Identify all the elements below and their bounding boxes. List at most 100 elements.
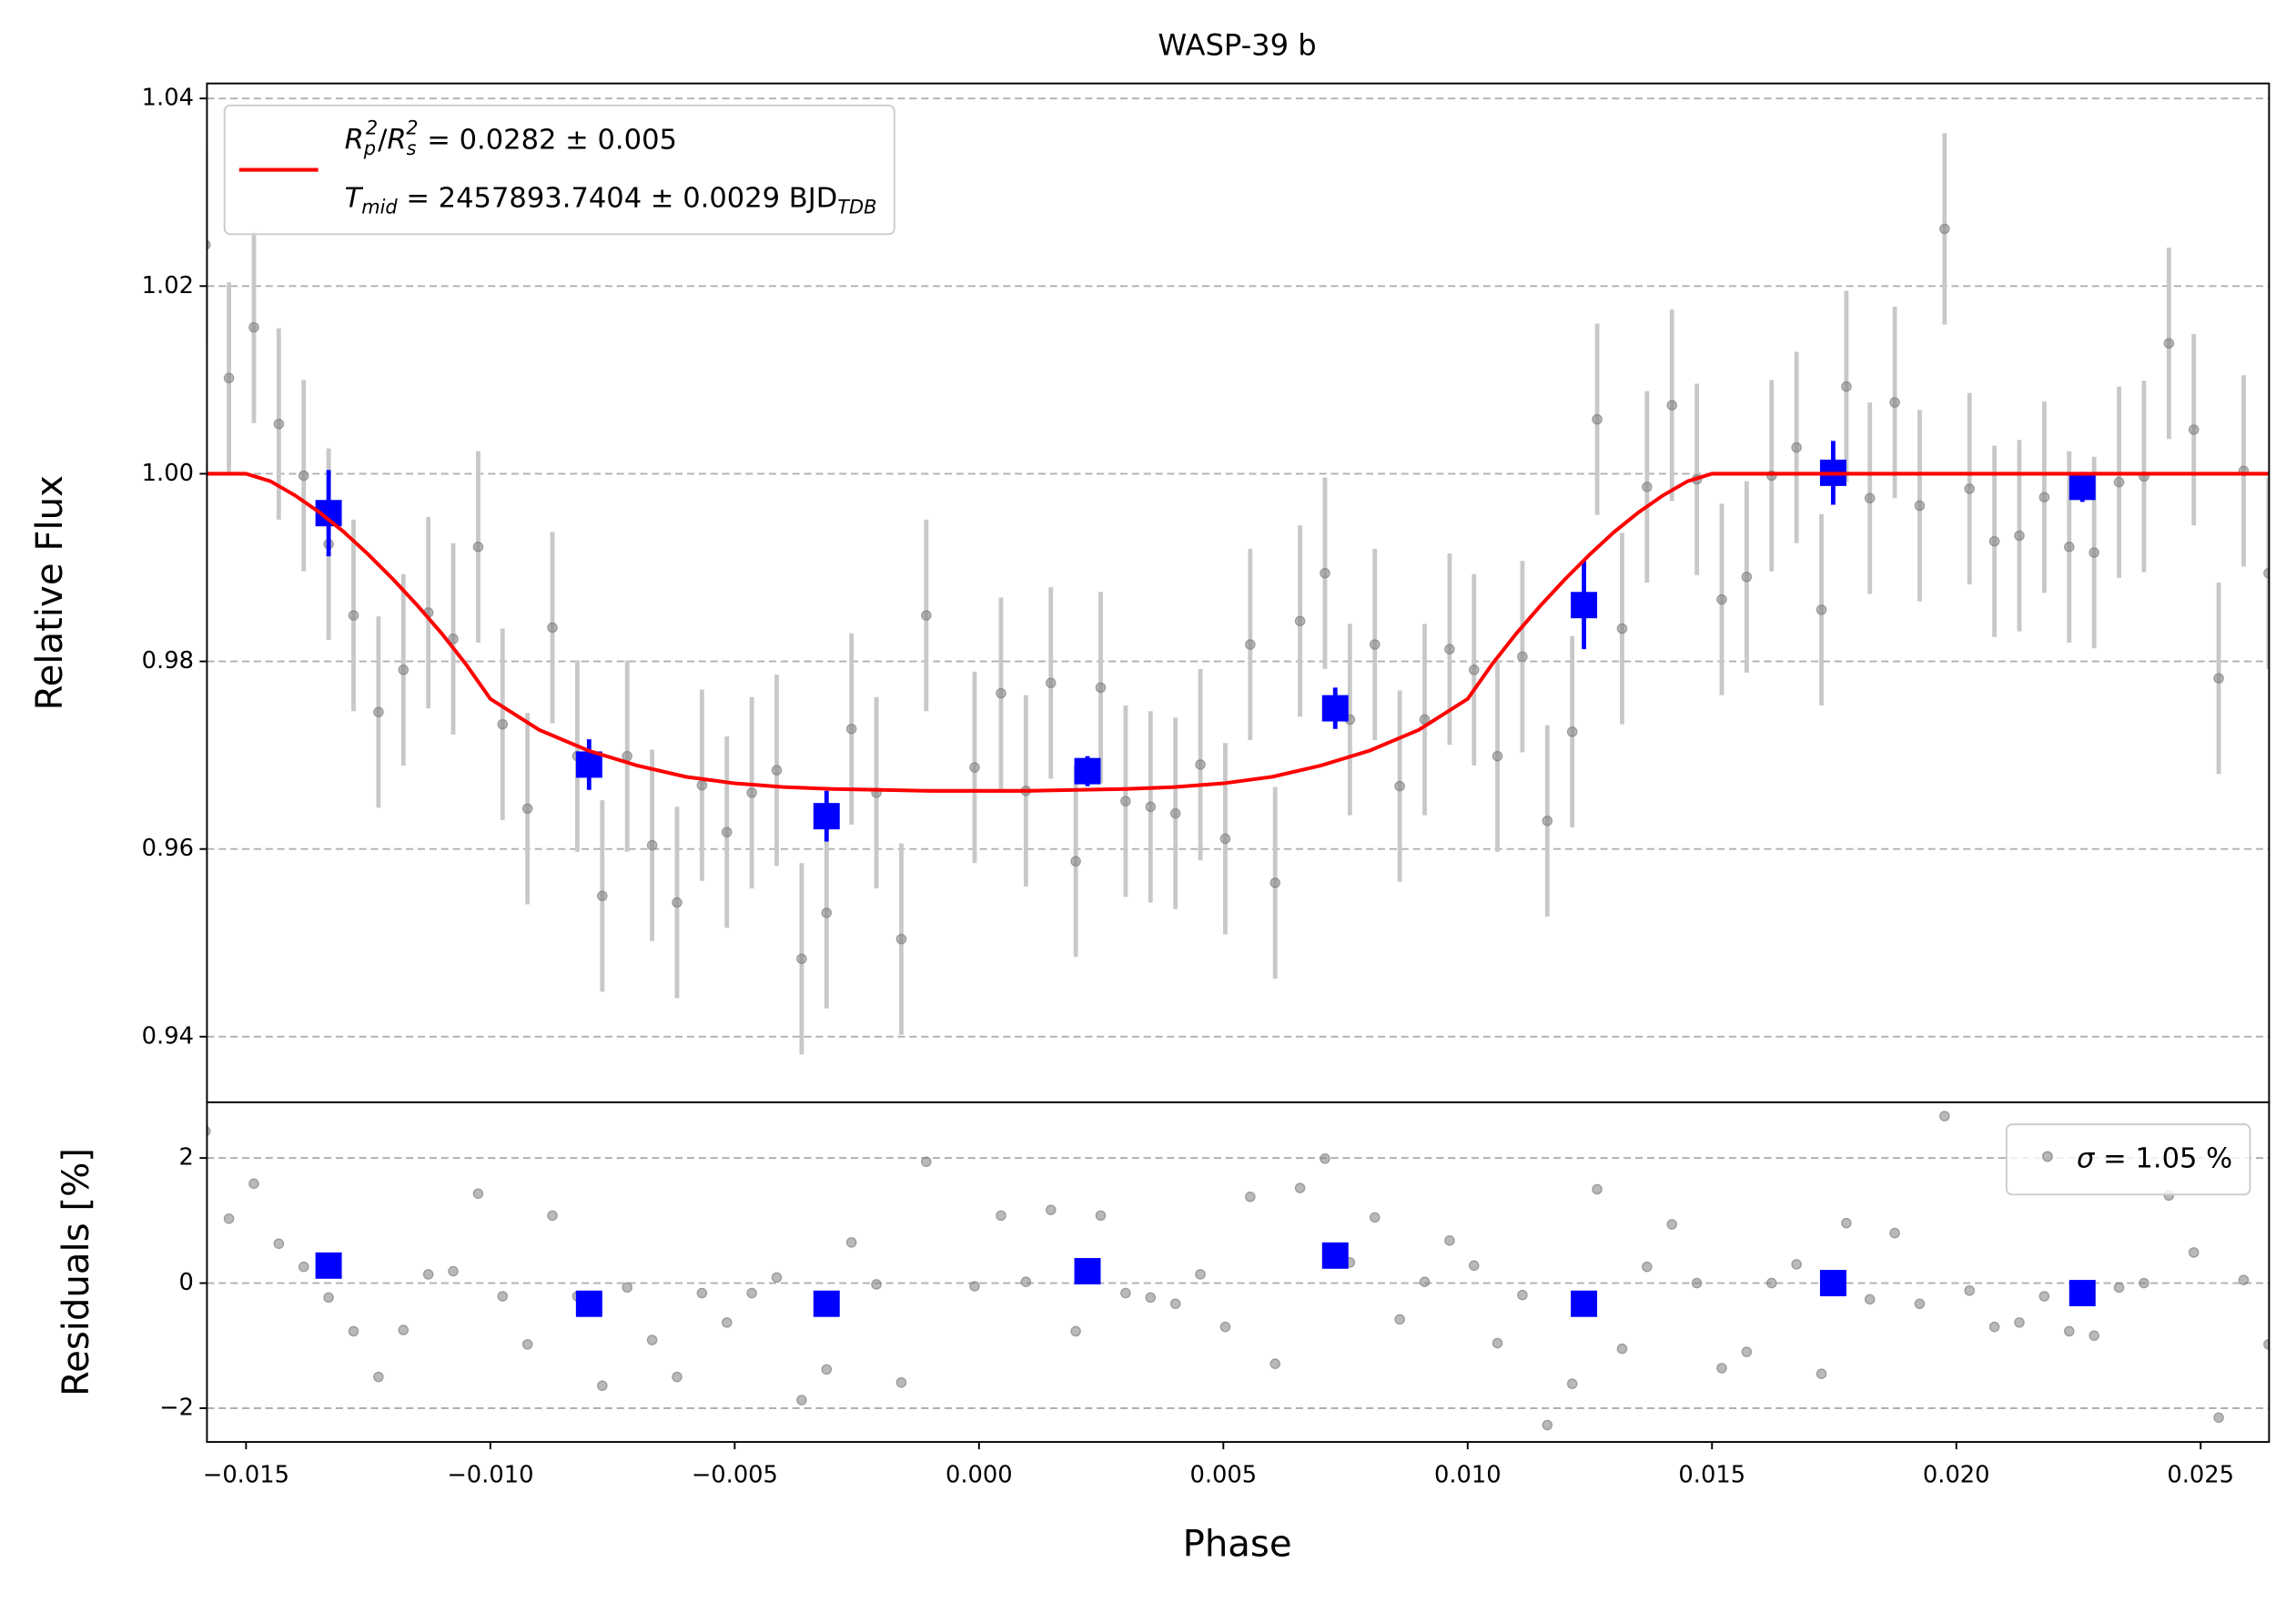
data-point: [1045, 677, 1057, 689]
data-point: [1841, 1217, 1852, 1229]
x-tick-label: −0.005: [692, 1462, 778, 1489]
data-point: [223, 1213, 235, 1224]
data-point: [1095, 1210, 1107, 1222]
x-tick-label: 0.010: [1434, 1462, 1502, 1489]
data-point: [721, 1317, 733, 1328]
binned-point: [1571, 1290, 1598, 1317]
legend-text-part: R: [345, 124, 364, 156]
data-point: [1219, 833, 1231, 845]
data-point: [1816, 1368, 1827, 1379]
data-point: [1419, 1276, 1431, 1287]
data-point: [969, 762, 980, 773]
data-point: [1070, 1325, 1081, 1337]
data-point: [1120, 796, 1131, 807]
binned-point: [1819, 1270, 1846, 1297]
data-point: [547, 1210, 558, 1222]
data-point: [1369, 1212, 1381, 1223]
data-point: [1320, 1153, 1330, 1164]
y-tick-label: 0.94: [142, 1022, 194, 1050]
data-point: [1864, 492, 1876, 504]
data-point: [373, 1371, 384, 1383]
legend-box: [2005, 1123, 2251, 1196]
data-point: [1889, 1227, 1900, 1239]
data-point: [1864, 1294, 1876, 1305]
binned-point: [1321, 1242, 1349, 1269]
data-point: [1444, 1235, 1455, 1246]
y-axis-label: Relative Flux: [29, 475, 71, 710]
legend-text-part: T: [345, 182, 364, 214]
y-tick-label: 1.00: [142, 460, 194, 487]
data-point: [1616, 623, 1628, 634]
x-tick-label: 0.000: [946, 1462, 1013, 1489]
y-tick-label: 0: [179, 1269, 194, 1296]
legend-text-part: = 1.05 %: [2094, 1142, 2232, 1174]
data-point: [1791, 1259, 1802, 1270]
data-point: [1592, 413, 1603, 425]
data-point: [1791, 441, 1802, 453]
binned-point: [575, 1290, 602, 1317]
data-point: [921, 1156, 932, 1168]
legend-box: [223, 104, 895, 236]
legend-label: Rp2/Rs2 = 0.0282 ± 0.005: [345, 117, 677, 160]
x-tick-label: 0.025: [2167, 1462, 2234, 1489]
data-point: [1492, 1337, 1503, 1349]
data-point: [1914, 1298, 1926, 1310]
data-point: [1169, 807, 1181, 819]
data-point: [1294, 615, 1306, 627]
binned-point: [575, 751, 602, 778]
data-point: [273, 419, 285, 430]
data-point: [1320, 567, 1330, 579]
data-point: [672, 1371, 683, 1383]
legend-label: σ = 1.05 %: [2077, 1142, 2232, 1174]
x-tick-label: −0.015: [203, 1462, 289, 1489]
data-point: [2014, 1317, 2025, 1328]
data-point: [1020, 1276, 1032, 1287]
data-point: [2163, 338, 2175, 349]
data-point: [796, 1395, 807, 1405]
data-point: [348, 1325, 359, 1337]
x-tick-label: −0.010: [447, 1462, 533, 1489]
data-point: [248, 1178, 259, 1190]
data-point: [771, 765, 783, 776]
data-point: [1988, 535, 2000, 547]
binned-point: [813, 1290, 840, 1317]
data-point: [323, 1292, 334, 1304]
data-point: [398, 1324, 410, 1335]
chart-title: WASP-39 b: [1158, 27, 1316, 62]
data-point: [1566, 726, 1578, 737]
data-point: [1816, 604, 1827, 615]
data-point: [1195, 1269, 1206, 1280]
data-point: [1045, 1204, 1057, 1215]
data-point: [1070, 856, 1081, 867]
data-point: [2063, 542, 2075, 553]
data-point: [1741, 572, 1753, 583]
data-point: [1939, 223, 1950, 235]
legend-text-part: TDB: [837, 196, 876, 218]
x-tick-label: 0.020: [1923, 1462, 1990, 1489]
data-point: [298, 1261, 309, 1273]
binned-point: [2068, 473, 2096, 501]
legend-text-part: 2: [366, 117, 378, 139]
data-point: [273, 1238, 285, 1250]
data-point: [597, 890, 608, 902]
data-point: [746, 1287, 757, 1299]
data-point: [448, 1265, 459, 1277]
data-point: [845, 1237, 857, 1248]
data-point: [821, 1364, 833, 1375]
x-axis-label: Phase: [1183, 1523, 1292, 1565]
data-point: [921, 610, 932, 621]
data-point: [298, 470, 309, 482]
data-point: [1642, 482, 1653, 492]
data-point: [1542, 1419, 1553, 1431]
data-point: [622, 1282, 632, 1294]
y-axis-label: Residuals [%]: [56, 1148, 97, 1396]
data-point: [373, 706, 384, 718]
data-point: [348, 610, 359, 621]
data-point: [1666, 1219, 1678, 1230]
data-point: [2089, 1330, 2099, 1342]
data-point: [2139, 1277, 2149, 1289]
legend-text-part: σ: [2077, 1142, 2096, 1174]
data-point: [1294, 1182, 1306, 1193]
data-point: [1120, 1287, 1131, 1299]
